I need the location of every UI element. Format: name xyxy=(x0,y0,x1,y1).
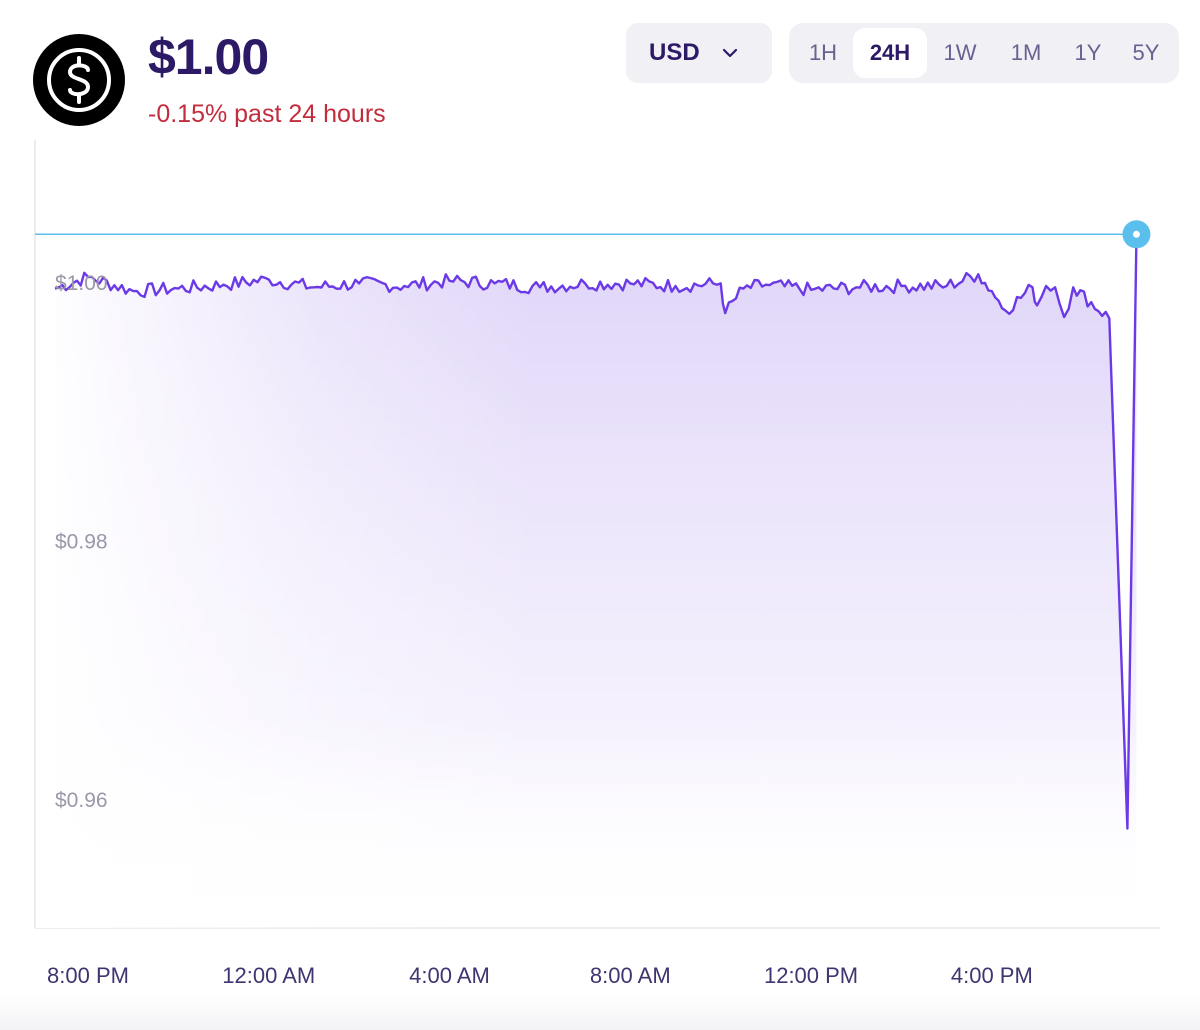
y-tick-label: $0.96 xyxy=(55,789,108,812)
range-5y-button[interactable]: 5Y xyxy=(1132,40,1160,65)
y-tick-label: $1.00 xyxy=(55,272,108,295)
x-tick-label: 4:00 AM xyxy=(409,963,490,988)
dollar-coin-icon xyxy=(33,34,125,126)
x-tick-label: 8:00 AM xyxy=(590,963,671,988)
currency-select-value: USD xyxy=(649,39,700,66)
range-1h-button[interactable]: 1H xyxy=(808,40,838,65)
x-tick-label: 12:00 AM xyxy=(222,963,315,988)
price-change-24h: -0.15% past 24 hours xyxy=(148,100,386,128)
x-tick-label: 8:00 PM xyxy=(47,963,129,988)
footer-shade xyxy=(0,995,1200,1030)
range-1w-button[interactable]: 1W xyxy=(943,40,977,65)
chevron-down-icon xyxy=(722,48,737,58)
y-tick-label: $0.98 xyxy=(55,530,108,553)
range-1y-button[interactable]: 1Y xyxy=(1074,40,1102,65)
range-1m-button[interactable]: 1M xyxy=(1010,40,1042,65)
current-price-marker-dot xyxy=(1132,230,1140,238)
price-series-line xyxy=(54,239,1138,830)
x-tick-label: 12:00 PM xyxy=(764,963,858,988)
range-24h-button[interactable]: 24H xyxy=(853,28,927,78)
time-range-selector: 1H 24H 1W 1M 1Y 5Y xyxy=(789,23,1179,83)
area-fade-overlay xyxy=(36,140,1150,928)
current-price: $1.00 xyxy=(148,29,269,85)
currency-select[interactable]: USD xyxy=(626,23,772,83)
x-tick-label: 4:00 PM xyxy=(951,963,1033,988)
